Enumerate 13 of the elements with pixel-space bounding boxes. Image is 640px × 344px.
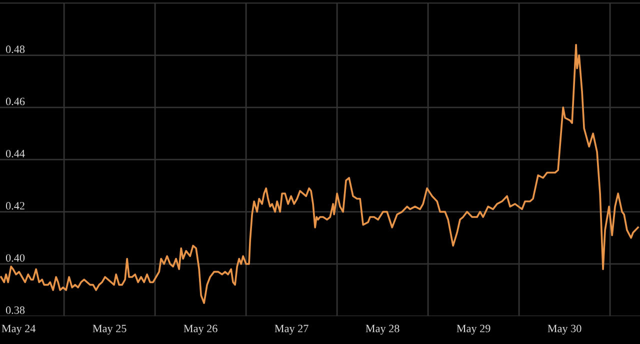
- y-tick-label: 0.38: [6, 306, 25, 314]
- y-tick-label: 0.40: [6, 254, 25, 262]
- y-tick-label: 0.48: [6, 46, 25, 54]
- y-tick-label: 0.44: [6, 150, 25, 158]
- x-tick-label: May 30: [548, 324, 582, 335]
- x-tick-label: May 29: [456, 324, 490, 335]
- x-tick-label: May 27: [274, 324, 308, 335]
- x-tick-label: May 26: [184, 324, 218, 335]
- x-tick-label: May 24: [2, 324, 36, 335]
- y-tick-label: 0.42: [6, 202, 24, 210]
- x-tick-label: May 28: [366, 324, 400, 335]
- y-tick-label: 0.46: [6, 98, 25, 106]
- x-tick-label: May 25: [92, 324, 126, 335]
